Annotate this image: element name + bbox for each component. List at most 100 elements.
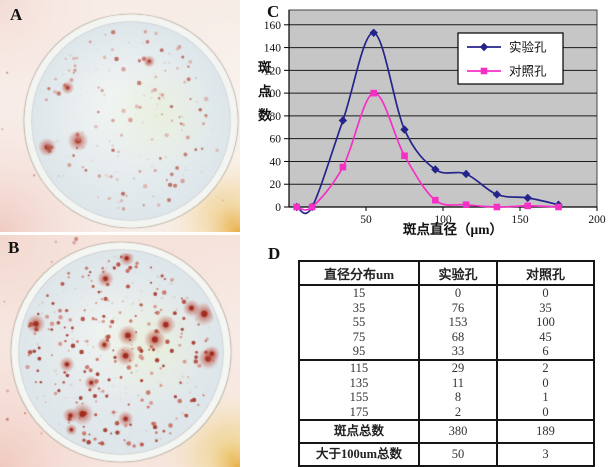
spot-size-distribution-chart: 0 20 40 60 80 100 120 140 160 50 100 150 200 斑点直径（μm）…	[258, 9, 606, 237]
table-cell: 75	[352, 329, 366, 344]
table-header-cell: 对照孔	[496, 261, 594, 286]
data-point-marker	[370, 89, 377, 97]
y-tick-label: 140	[264, 43, 282, 55]
panel-letter-d: D	[268, 244, 281, 263]
data-point-marker	[524, 202, 531, 210]
data-point-marker	[401, 152, 408, 160]
elispot-well-photo-a	[0, 0, 240, 232]
y-tick-label: 100	[264, 88, 282, 100]
data-point-marker	[431, 165, 440, 174]
table-cell: 68	[418, 329, 497, 345]
y-tick-label: 160	[264, 20, 282, 32]
data-point-marker	[293, 203, 300, 211]
table-row: 55 153 100	[299, 315, 594, 330]
data-point-marker	[480, 67, 488, 75]
table-cell: 100	[496, 315, 594, 330]
y-tick-label: 40	[270, 156, 282, 168]
table-cell: 189	[496, 420, 594, 444]
table-cell: 380	[418, 420, 497, 444]
table-cell: 8	[418, 390, 497, 405]
table-header: 直径分布um 实验孔 对照孔	[299, 261, 594, 286]
table-body-group: 15 0 0 35 76 35 55 153 100 75 68 45 95 33 6	[299, 285, 594, 360]
series-experimental	[292, 28, 563, 215]
y-tick-label: 60	[270, 134, 282, 146]
data-point-marker	[339, 163, 347, 171]
table-body-group: 115 29 2 135 11 0 155 8 1 175 2 0	[299, 359, 594, 421]
table-row: 75 68 45	[299, 329, 594, 345]
table-cell: 0	[496, 285, 594, 301]
photo-panel-b: B	[0, 235, 240, 467]
photo-panel-a: A	[0, 0, 240, 232]
spot-count-table-wrap: 直径分布um 实验孔 对照孔 15 0 0 35 76 35 55 153 100 75 68 45 95 33…	[298, 260, 595, 467]
table-row: 175 2 0	[299, 404, 594, 421]
table-cell: 11	[418, 375, 497, 391]
table-cell: 45	[496, 329, 594, 345]
data-point-marker	[369, 28, 378, 37]
table-cell: 2	[418, 404, 497, 421]
x-tick-label: 50	[360, 214, 372, 226]
panel-letter-a: A	[10, 5, 23, 24]
data-point-marker	[308, 203, 316, 211]
table-cell: 0	[496, 404, 594, 421]
panel-letter-c: C	[267, 2, 280, 21]
data-point-marker	[432, 196, 439, 204]
table-cell: 115	[349, 360, 369, 375]
table-header-row: 直径分布um 实验孔 对照孔	[299, 261, 594, 286]
table-cell: 2	[496, 359, 594, 376]
x-tick-label: 100	[434, 214, 452, 226]
table-cell: 29	[418, 359, 497, 376]
legend-label: 实验孔	[509, 40, 547, 55]
data-point-marker	[479, 42, 489, 52]
data-point-marker	[400, 125, 409, 134]
table-cell: 76	[418, 300, 497, 316]
table-cell: 大于100um总数	[315, 447, 403, 462]
table-cell: 0	[496, 375, 594, 391]
series-control-line	[296, 92, 559, 211]
x-tick-label: 150	[511, 214, 529, 226]
table-cell: 153	[418, 315, 497, 330]
data-point-marker	[462, 201, 470, 209]
y-tick-label: 120	[264, 65, 282, 77]
elispot-well-photo-b	[0, 235, 240, 467]
axes: 0 20 40 60 80 100 120 140 160 50 100 150 200	[264, 10, 606, 226]
table-cell: 155	[349, 390, 369, 405]
table-row: 15 0 0	[299, 285, 594, 301]
table-body-group: 大于100um总数 50 3	[299, 443, 594, 467]
chart-panel: C 0 20 40 60 80 100 120 140 160 50 100 150 200 斑点直径（μ…	[240, 0, 609, 245]
table-cell: 33	[418, 344, 497, 360]
table-cell: 55	[352, 315, 366, 330]
table-cell: 35	[352, 300, 366, 315]
y-tick-label: 20	[270, 179, 282, 191]
table-body-group: 斑点总数 380 189	[299, 420, 594, 444]
data-point-marker	[461, 169, 471, 179]
table-cell: 0	[418, 285, 497, 301]
y-tick-label: 0	[275, 202, 281, 214]
series-control	[293, 89, 562, 211]
table-cell: 斑点总数	[333, 424, 384, 439]
spot-count-table: 直径分布um 实验孔 对照孔 15 0 0 35 76 35 55 153 100 75 68 45 95 33…	[298, 260, 595, 467]
table-cell: 3	[496, 443, 594, 467]
table-row: 35 76 35	[299, 300, 594, 316]
table-cell: 6	[496, 344, 594, 360]
table-cell: 95	[352, 344, 366, 359]
table-row: 115 29 2	[299, 359, 594, 376]
table-row: 95 33 6	[299, 344, 594, 360]
y-tick-label: 80	[270, 111, 282, 123]
data-point-marker	[338, 116, 348, 125]
table-cell: 50	[418, 443, 497, 467]
data-point-marker	[492, 190, 502, 199]
table-row: 155 8 1	[299, 390, 594, 405]
table-cell: 35	[496, 300, 594, 316]
table-row: 斑点总数 380 189	[299, 420, 594, 444]
table-cell: 1	[496, 390, 594, 405]
x-tick-label: 200	[588, 214, 606, 226]
legend-label: 对照孔	[509, 65, 547, 79]
data-point-marker	[493, 203, 501, 211]
table-panel: D 直径分布um 实验孔 对照孔 15 0 0 35 76 35 55 153 100 75 68 45 95…	[240, 240, 609, 467]
table-cell: 175	[349, 404, 369, 419]
data-point-marker	[555, 203, 562, 211]
table-row: 135 11 0	[299, 375, 594, 391]
x-axis-title: 斑点直径（μm）	[403, 221, 503, 237]
